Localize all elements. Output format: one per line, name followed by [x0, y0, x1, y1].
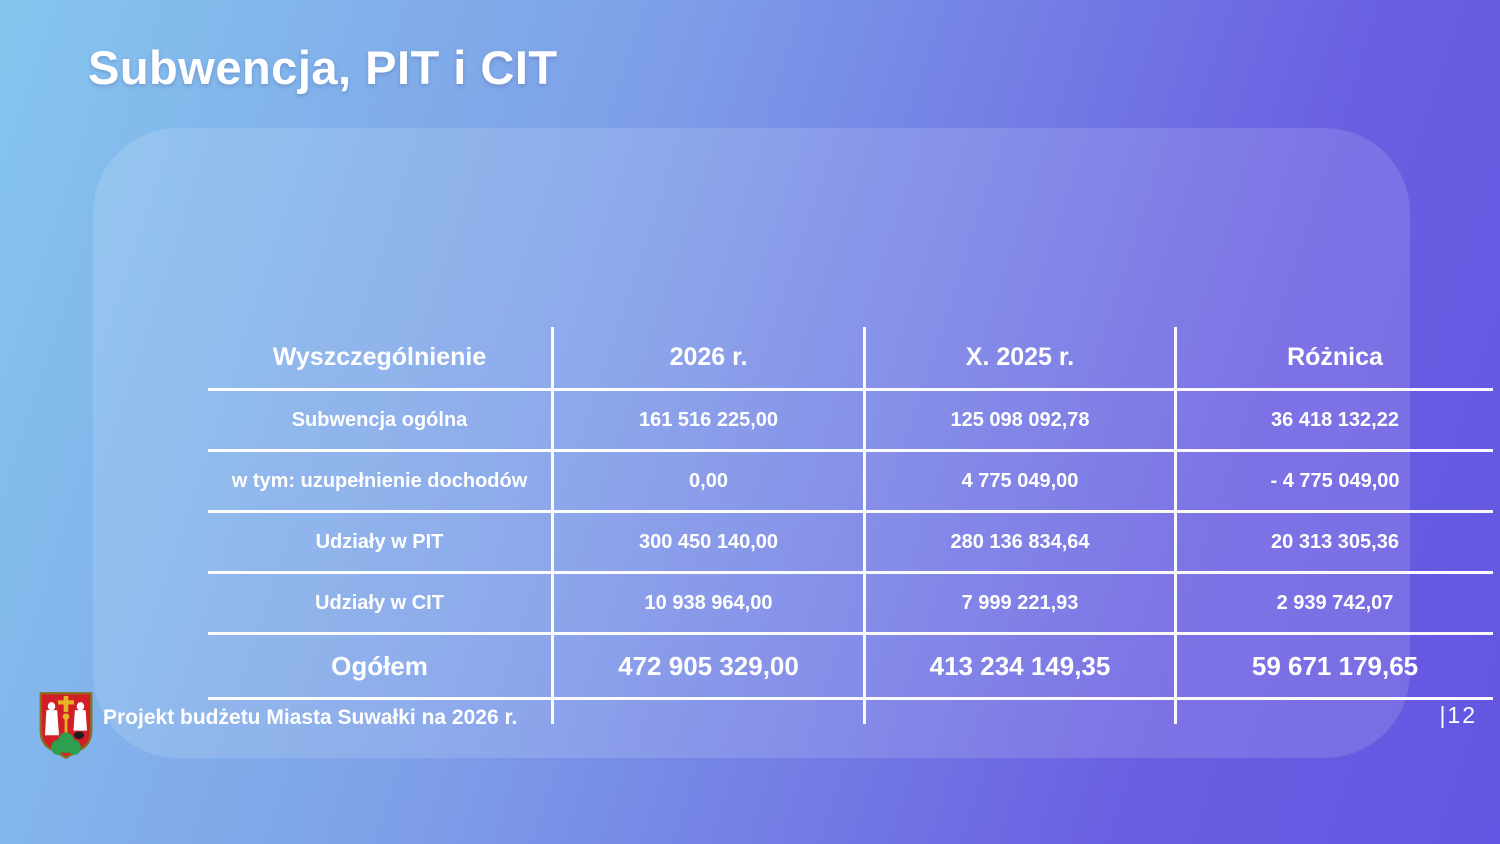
row-label: w tym: uzupełnienie dochodów: [208, 452, 554, 510]
table-row: Udziały w PIT 300 450 140,00 280 136 834…: [208, 513, 1493, 574]
cell-value: 125 098 092,78: [866, 391, 1177, 449]
table-row: w tym: uzupełnienie dochodów 0,00 4 775 …: [208, 452, 1493, 513]
footer-text: Projekt budżetu Miasta Suwałki na 2026 r…: [103, 706, 518, 729]
total-label: Ogółem: [208, 635, 554, 697]
cell-value: 10 938 964,00: [554, 574, 866, 632]
column-header: Wyszczególnienie: [208, 327, 554, 388]
table-total-row: Ogółem 472 905 329,00 413 234 149,35 59 …: [208, 635, 1493, 700]
cell-value: 0,00: [554, 452, 866, 510]
cell-value: 20 313 305,36: [1271, 530, 1399, 553]
row-label: Subwencja ogólna: [208, 391, 554, 449]
column-header: Różnica: [1287, 343, 1383, 371]
column-header: X. 2025 r.: [866, 327, 1177, 388]
page-number: |12: [1439, 702, 1477, 728]
table-header-row: Wyszczególnienie 2026 r. X. 2025 r. Różn…: [208, 327, 1493, 391]
table-row: Subwencja ogólna 161 516 225,00 125 098 …: [208, 391, 1493, 452]
cell-value: 7 999 221,93: [866, 574, 1177, 632]
row-label: Udziały w CIT: [208, 574, 554, 632]
cell-value: - 4 775 049,00: [1270, 469, 1400, 492]
table-row: Udziały w CIT 10 938 964,00 7 999 221,93…: [208, 574, 1493, 635]
table-card: Wyszczególnienie 2026 r. X. 2025 r. Różn…: [93, 128, 1493, 758]
budget-table: Wyszczególnienie 2026 r. X. 2025 r. Różn…: [208, 327, 1493, 724]
cell-value: 280 136 834,64: [866, 513, 1177, 571]
total-value: 413 234 149,35: [866, 635, 1177, 697]
table-tail-row: [208, 700, 1493, 724]
footer: Projekt budżetu Miasta Suwałki na 2026 r…: [0, 692, 1500, 844]
row-label: Udziały w PIT: [208, 513, 554, 571]
suwalki-crest-icon: [38, 690, 94, 760]
cell-value: 36 418 132,22: [1271, 408, 1399, 431]
cell-value: 4 775 049,00: [866, 452, 1177, 510]
column-header: 2026 r.: [554, 327, 866, 388]
page-title: Subwencja, PIT i CIT: [88, 41, 558, 94]
cell-value: 2 939 742,07: [1276, 591, 1394, 614]
cell-value: 161 516 225,00: [554, 391, 866, 449]
total-value: 59 671 179,65: [1251, 650, 1419, 681]
cell-value: 300 450 140,00: [554, 513, 866, 571]
total-value: 472 905 329,00: [554, 635, 866, 697]
